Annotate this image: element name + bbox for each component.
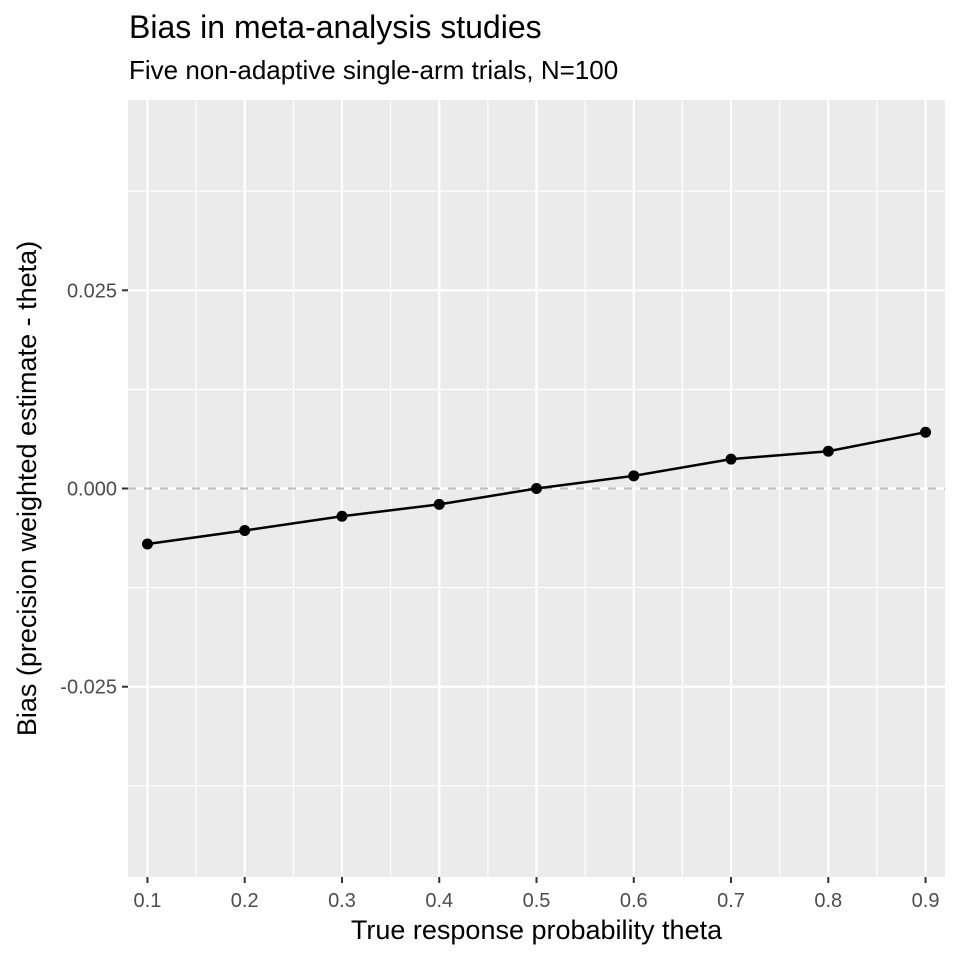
x-tick-label: 0.2 [231, 890, 259, 912]
data-point [725, 453, 737, 465]
chart-subtitle: Five non-adaptive single-arm trials, N=1… [129, 55, 618, 85]
x-tick-label: 0.8 [814, 890, 842, 912]
data-point [433, 498, 445, 510]
x-tick-label: 0.1 [134, 890, 162, 912]
series-layer [141, 426, 932, 550]
x-tick-label: 0.3 [328, 890, 356, 912]
x-tick-label: 0.4 [425, 890, 453, 912]
chart-title: Bias in meta-analysis studies [129, 9, 542, 45]
y-axis-title: Bias (precision weighted estimate - thet… [12, 241, 42, 736]
y-axis: -0.025 0.000 0.025 [60, 280, 128, 699]
data-point [920, 426, 932, 438]
x-tick-label: 0.7 [717, 890, 745, 912]
x-tick-label: 0.5 [523, 890, 551, 912]
x-axis-title: True response probability theta [351, 915, 723, 945]
y-tick-label: 0.025 [67, 280, 117, 302]
data-point [239, 525, 251, 537]
data-point [531, 483, 542, 494]
x-axis: 0.1 0.2 0.3 0.4 0.5 0.6 0.7 0.8 0.9 [134, 877, 940, 912]
data-point [141, 538, 153, 550]
data-point [336, 510, 348, 522]
data-point [628, 470, 640, 482]
y-tick-label: 0.000 [67, 479, 117, 501]
y-tick-label: -0.025 [60, 677, 117, 699]
x-tick-label: 0.9 [912, 890, 940, 912]
data-point [822, 445, 834, 457]
x-tick-label: 0.6 [620, 890, 648, 912]
